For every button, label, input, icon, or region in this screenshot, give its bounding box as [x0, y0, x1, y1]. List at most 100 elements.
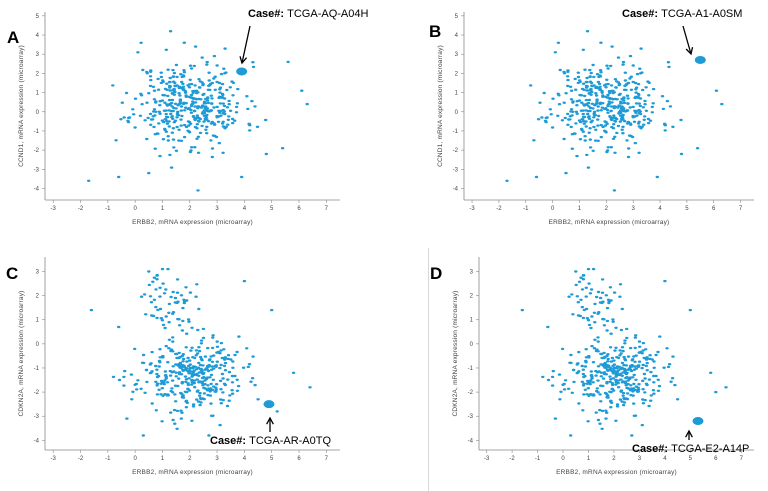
- data-point: [228, 86, 232, 89]
- y-tick-label: -1: [468, 366, 474, 372]
- data-point: [563, 379, 568, 382]
- data-point: [634, 354, 638, 357]
- data-point: [280, 147, 285, 150]
- data-point: [209, 139, 213, 142]
- data-point: [140, 361, 145, 364]
- data-point: [235, 102, 240, 105]
- data-point: [189, 96, 194, 99]
- data-point: [609, 109, 613, 113]
- data-point: [136, 379, 140, 382]
- data-point: [164, 377, 168, 380]
- data-point: [195, 378, 199, 381]
- data-point: [532, 139, 536, 142]
- data-point: [184, 286, 188, 289]
- data-point: [209, 109, 213, 112]
- data-point: [606, 394, 610, 397]
- x-tick-label: 7: [325, 456, 329, 462]
- data-point: [562, 70, 566, 74]
- data-point: [593, 139, 598, 142]
- data-point: [589, 121, 593, 124]
- data-point: [168, 85, 172, 88]
- data-point: [595, 387, 599, 390]
- data-point: [628, 389, 633, 392]
- data-point: [637, 383, 641, 386]
- arrow-head-icon: [239, 56, 248, 65]
- data-point: [184, 378, 189, 381]
- data-point: [176, 110, 180, 114]
- data-point: [196, 389, 200, 392]
- data-point: [197, 380, 202, 383]
- data-point: [253, 105, 257, 108]
- data-points: [89, 267, 312, 437]
- data-point: [594, 102, 598, 106]
- data-point: [165, 122, 170, 125]
- data-point: [270, 308, 274, 312]
- data-point: [612, 116, 616, 119]
- data-point: [207, 359, 212, 362]
- panel-letter-c: C: [6, 264, 19, 283]
- data-point: [206, 393, 210, 397]
- data-point: [195, 127, 199, 130]
- data-point: [183, 91, 188, 94]
- data-point: [174, 371, 178, 374]
- data-point: [622, 96, 626, 99]
- data-point: [590, 377, 594, 380]
- x-tick-label: -3: [484, 456, 490, 462]
- data-point: [198, 355, 203, 359]
- data-point: [149, 118, 154, 121]
- data-point: [600, 91, 604, 94]
- data-point: [574, 88, 578, 91]
- data-point: [591, 149, 595, 152]
- case-label-value: TCGA-AQ-A04H: [287, 8, 368, 20]
- data-point: [174, 363, 178, 366]
- data-point: [575, 100, 579, 103]
- data-point: [155, 273, 159, 277]
- data-point: [175, 409, 180, 413]
- data-point: [588, 127, 592, 130]
- data-point: [181, 82, 185, 86]
- data-point: [202, 111, 207, 115]
- data-point: [249, 380, 253, 383]
- data-point: [599, 400, 603, 403]
- data-point: [151, 280, 155, 283]
- data-point: [190, 383, 194, 386]
- data-point: [130, 398, 134, 401]
- data-point: [192, 109, 197, 113]
- data-point: [591, 63, 595, 67]
- data-point: [197, 374, 201, 377]
- data-point: [220, 372, 225, 376]
- data-point: [144, 368, 149, 372]
- data-point: [550, 126, 555, 129]
- data-point: [615, 356, 619, 359]
- data-point: [650, 111, 654, 114]
- case-label-value: TCGA-E2-A14P: [671, 443, 749, 455]
- data-point: [147, 270, 151, 273]
- data-point: [562, 101, 566, 104]
- scatter-chart-b: -3 -2 -1 0 1 2 3 4 5 6 7 -4 -3 -2 -1 0 1 2 3 4 5 ERBB2, mRNA …: [437, 8, 754, 226]
- data-point: [620, 115, 625, 119]
- y-axis-label: CCND1, mRNA expression (microarray): [437, 45, 444, 167]
- data-point: [193, 105, 197, 108]
- y-tick-label: -1: [34, 366, 40, 372]
- data-point: [625, 109, 629, 112]
- data-point: [556, 41, 561, 44]
- data-point: [643, 115, 647, 118]
- y-axis-label: CDKN2A, mRNA expression (microarray): [452, 290, 459, 416]
- data-point: [648, 119, 653, 122]
- data-point: [211, 378, 215, 381]
- data-point: [548, 108, 552, 111]
- data-point: [644, 109, 649, 113]
- data-point: [171, 340, 175, 343]
- data-point: [709, 371, 713, 374]
- data-point: [179, 105, 184, 108]
- data-point: [148, 112, 153, 116]
- data-point: [627, 377, 631, 380]
- data-point: [584, 348, 588, 351]
- data-point: [184, 346, 188, 349]
- data-point: [641, 388, 645, 391]
- y-tick-label: 1: [470, 318, 474, 324]
- data-point: [152, 98, 157, 101]
- data-point: [175, 291, 180, 294]
- data-point: [579, 127, 584, 131]
- data-point: [193, 89, 197, 93]
